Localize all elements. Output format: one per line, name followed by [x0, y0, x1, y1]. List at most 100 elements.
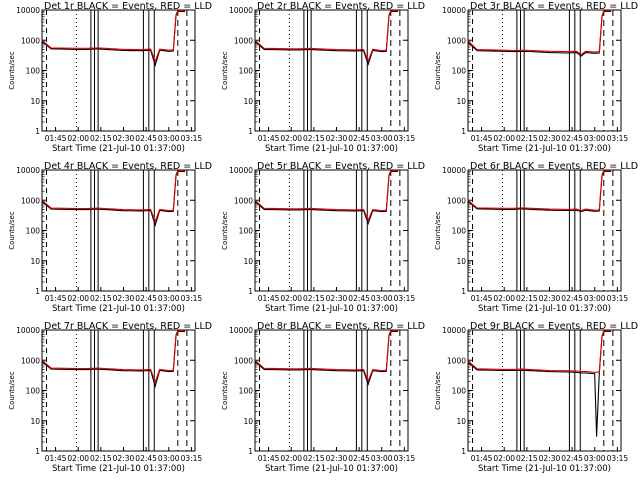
x-tick-label: 02:30	[539, 134, 561, 143]
panel-det-6: Det 6r BLACK = Events, RED = LLD 1 10 100 10…	[434, 161, 638, 314]
x-tick-label: 02:45	[348, 294, 370, 303]
x-tick-label: 02:00	[280, 454, 302, 463]
panel-det-7: Det 7r BLACK = Events, RED = LLD 1 10 100 10…	[8, 321, 212, 474]
y-axis-label: Counts/sec	[434, 211, 442, 250]
y-tick-label: 1000	[447, 356, 466, 365]
y-tick-label: 10	[456, 417, 466, 426]
x-tick-label: 02:30	[326, 134, 348, 143]
x-tick-label: 03:00	[158, 454, 180, 463]
series-lld-line	[41, 330, 185, 384]
x-tick-label: 03:00	[584, 294, 606, 303]
y-tick-label: 1	[248, 127, 253, 136]
x-axis-label: Start Time (21-Jul-10 01:37:00)	[52, 464, 185, 474]
y-tick-label: 100	[452, 387, 467, 396]
x-tick-label: 02:00	[280, 134, 302, 143]
plot-frame	[254, 9, 409, 132]
x-axis-label: Start Time (21-Jul-10 01:37:00)	[478, 144, 611, 154]
y-tick-label: 100	[239, 387, 254, 396]
y-tick-label: 10	[30, 257, 40, 266]
x-tick-label: 02:00	[493, 454, 515, 463]
chart-title: Det 2r BLACK = Events, RED = LLD	[257, 1, 425, 12]
series-lld-line	[254, 330, 398, 383]
y-tick-label: 10000	[16, 326, 40, 335]
x-tick-label: 03:00	[371, 454, 393, 463]
y-tick-label: 10000	[442, 326, 466, 335]
y-tick-label: 100	[239, 227, 254, 236]
series-lld-line	[41, 170, 185, 223]
series-events-line	[254, 10, 398, 67]
series-events-line	[467, 330, 611, 437]
panel-det-1: Det 1r BLACK = Events, RED = LLD 1 10 100 10…	[8, 1, 212, 154]
panel-det-5: Det 5r BLACK = Events, RED = LLD 1 10 100 10…	[221, 161, 425, 314]
y-tick-label: 1	[248, 447, 253, 456]
panel-det-3: Det 3r BLACK = Events, RED = LLD 1 10 100 10…	[434, 1, 638, 154]
x-tick-label: 02:15	[90, 294, 112, 303]
x-tick-label: 03:15	[394, 294, 416, 303]
y-tick-label: 1000	[21, 36, 40, 45]
y-tick-label: 10000	[16, 6, 40, 15]
x-tick-label: 02:00	[493, 294, 515, 303]
x-tick-label: 03:15	[181, 134, 203, 143]
y-tick-label: 10000	[442, 6, 466, 15]
x-tick-label: 02:45	[561, 134, 583, 143]
x-tick-label: 02:30	[113, 294, 135, 303]
x-axis-label: Start Time (21-Jul-10 01:37:00)	[265, 304, 398, 314]
series-lld-line	[467, 330, 611, 373]
series-lld-line	[41, 10, 185, 63]
y-tick-label: 1000	[234, 196, 253, 205]
y-axis-label: Counts/sec	[434, 51, 442, 90]
x-tick-label: 02:15	[516, 134, 538, 143]
panel-det-9: Det 9r BLACK = Events, RED = LLD 1 10 100 10…	[434, 321, 638, 474]
series-events-line	[467, 170, 611, 213]
chart-title: Det 9r BLACK = Events, RED = LLD	[470, 321, 638, 332]
x-tick-label: 02:15	[303, 134, 325, 143]
x-tick-label: 02:15	[90, 134, 112, 143]
y-tick-label: 100	[452, 227, 467, 236]
x-tick-label: 02:00	[493, 134, 515, 143]
y-tick-label: 100	[452, 67, 467, 76]
y-tick-label: 10000	[442, 166, 466, 175]
y-tick-label: 1000	[21, 356, 40, 365]
x-tick-label: 03:15	[607, 134, 629, 143]
y-tick-label: 10	[243, 417, 253, 426]
x-tick-label: 02:00	[280, 294, 302, 303]
y-tick-label: 1000	[21, 196, 40, 205]
y-axis-label: Counts/sec	[221, 211, 229, 250]
y-tick-label: 1000	[447, 36, 466, 45]
x-tick-label: 02:00	[67, 294, 89, 303]
panel-det-8: Det 8r BLACK = Events, RED = LLD 1 10 100 10…	[221, 321, 425, 474]
y-tick-label: 10	[30, 97, 40, 106]
x-tick-label: 01:45	[258, 294, 280, 303]
y-tick-label: 100	[239, 67, 254, 76]
x-axis-label: Start Time (21-Jul-10 01:37:00)	[52, 144, 185, 154]
y-tick-label: 10000	[229, 166, 253, 175]
y-axis-label: Counts/sec	[8, 51, 16, 90]
x-tick-label: 01:45	[471, 134, 493, 143]
x-tick-label: 02:45	[135, 294, 157, 303]
series-lld-line	[254, 170, 398, 222]
y-axis-label: Counts/sec	[8, 371, 16, 410]
x-tick-label: 02:45	[561, 454, 583, 463]
x-axis-label: Start Time (21-Jul-10 01:37:00)	[478, 464, 611, 474]
x-tick-label: 02:15	[303, 294, 325, 303]
y-tick-label: 1	[461, 447, 466, 456]
y-axis-label: Counts/sec	[8, 211, 16, 250]
x-tick-label: 03:15	[607, 294, 629, 303]
x-tick-label: 03:15	[181, 294, 203, 303]
x-axis-label: Start Time (21-Jul-10 01:37:00)	[478, 304, 611, 314]
plot-frame	[254, 169, 409, 292]
x-tick-label: 03:15	[394, 454, 416, 463]
y-axis-label: Counts/sec	[434, 371, 442, 410]
chart-title: Det 1r BLACK = Events, RED = LLD	[44, 1, 212, 12]
x-tick-label: 02:45	[348, 134, 370, 143]
plot-frame	[41, 329, 196, 452]
chart-title: Det 6r BLACK = Events, RED = LLD	[470, 161, 638, 172]
x-tick-label: 03:15	[607, 454, 629, 463]
x-axis-label: Start Time (21-Jul-10 01:37:00)	[265, 144, 398, 154]
y-tick-label: 1	[35, 287, 40, 296]
y-axis-label: Counts/sec	[221, 51, 229, 90]
panel-det-2: Det 2r BLACK = Events, RED = LLD 1 10 100 10…	[221, 1, 425, 154]
x-axis-label: Start Time (21-Jul-10 01:37:00)	[265, 464, 398, 474]
series-events-line	[41, 330, 185, 389]
